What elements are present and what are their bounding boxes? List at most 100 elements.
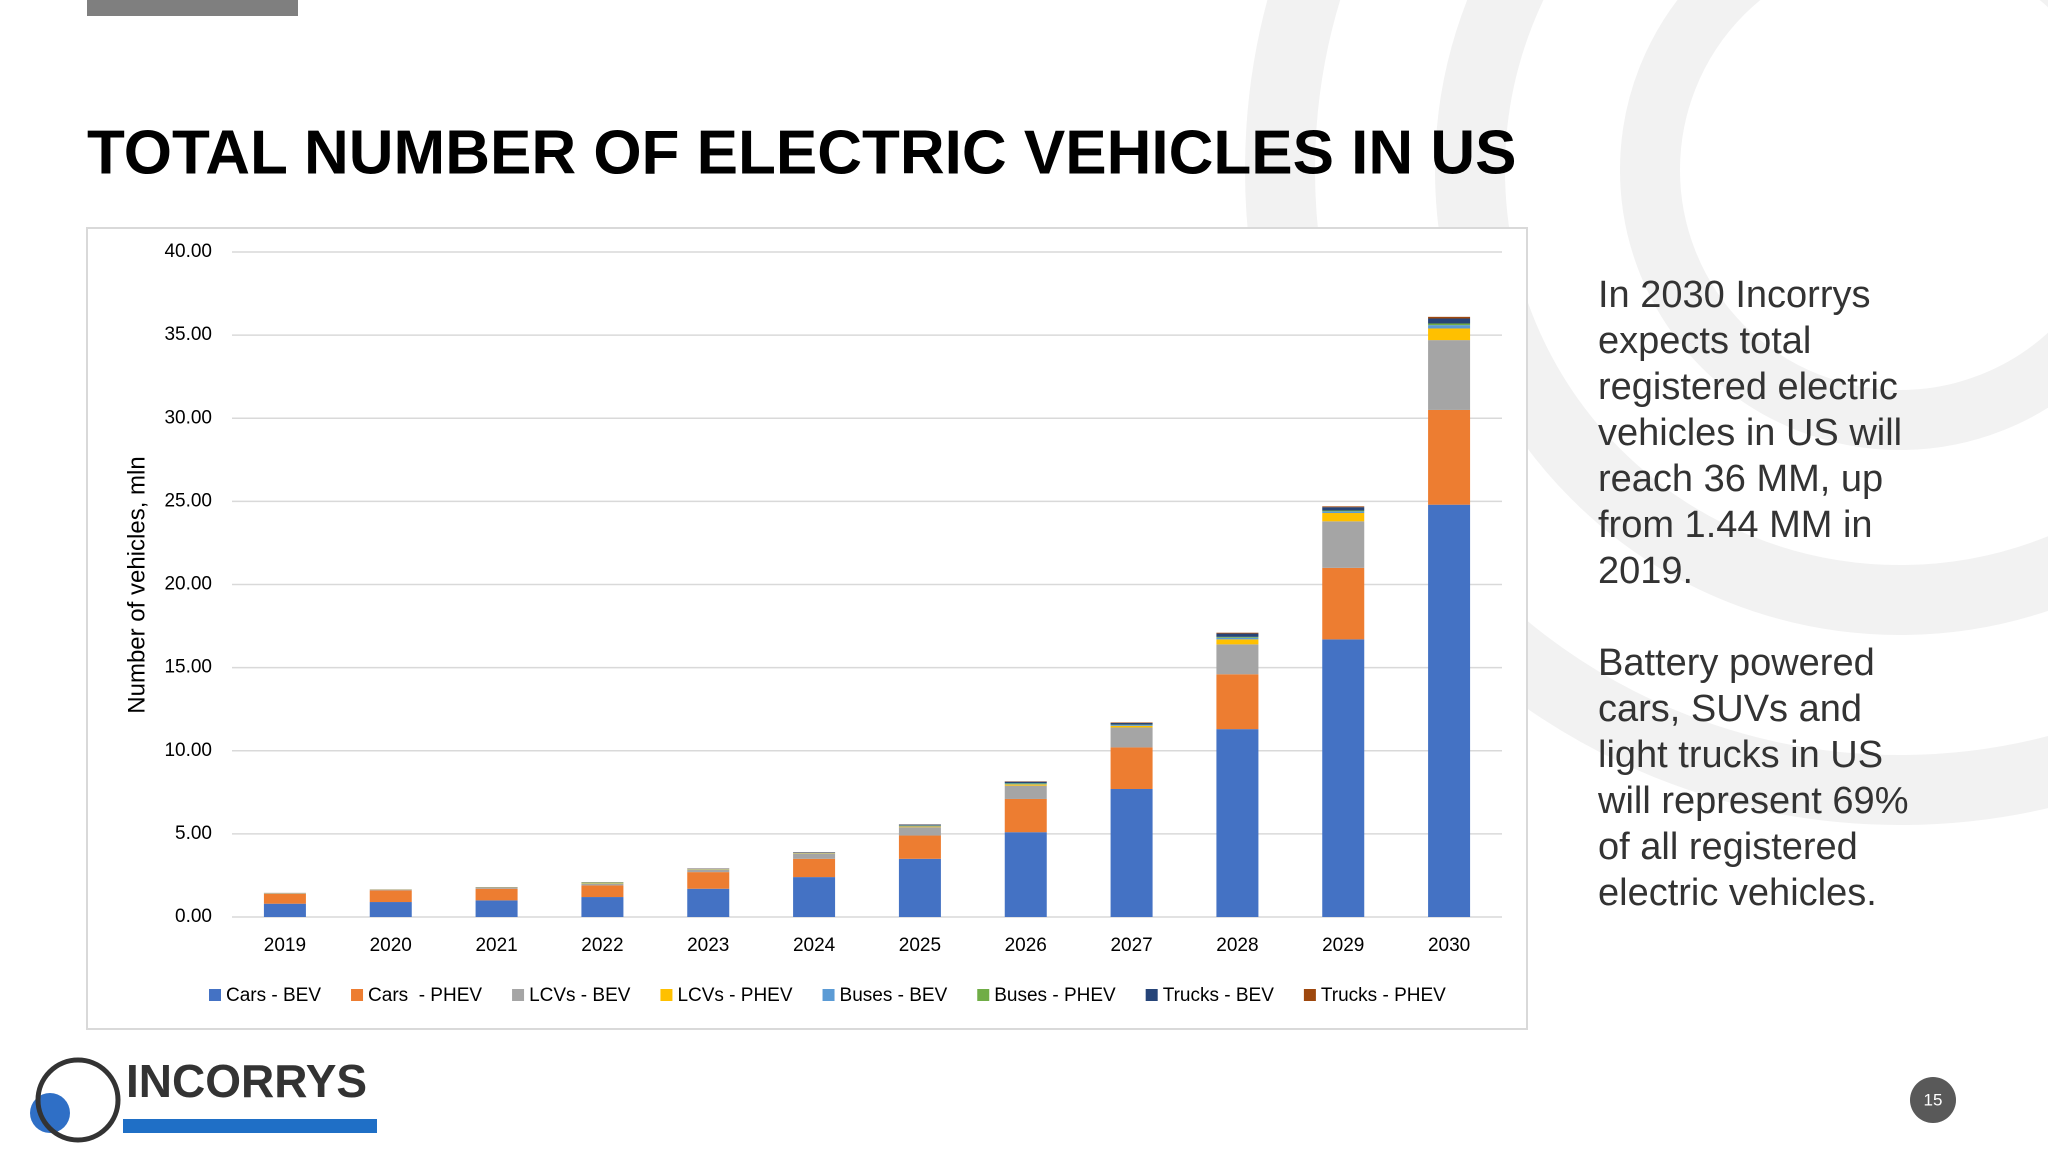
x-tick-label: 2023 xyxy=(687,935,729,956)
logo-text: INCORRYS xyxy=(126,1055,367,1107)
x-tick-label: 2030 xyxy=(1428,935,1470,956)
y-axis-label: Number of vehicles, mln xyxy=(123,456,150,713)
bar-segment xyxy=(1110,722,1153,725)
bar-segment xyxy=(1322,521,1365,568)
bar-segment xyxy=(1428,318,1471,324)
legend-label: LCVs - BEV xyxy=(529,985,631,1006)
legend-label: Buses - PHEV xyxy=(994,985,1116,1006)
bar-segment xyxy=(1428,340,1471,410)
x-tick-label: 2025 xyxy=(899,935,941,956)
sidebar-line: Battery powered xyxy=(1598,642,1875,684)
sidebar-line: In 2030 Incorrys xyxy=(1598,274,1871,316)
x-tick-label: 2021 xyxy=(475,935,517,956)
logo-bar xyxy=(123,1119,377,1133)
sidebar-line: registered electric xyxy=(1598,366,1898,408)
bar-segment xyxy=(1322,639,1365,917)
sidebar-line: expects total xyxy=(1598,320,1812,362)
bar-segment xyxy=(1110,725,1153,728)
bar-segment xyxy=(1322,506,1365,508)
x-tick-label: 2027 xyxy=(1110,935,1152,956)
x-tick-label: 2024 xyxy=(793,935,836,956)
bar-segment xyxy=(793,858,836,878)
legend-label: Buses - BEV xyxy=(840,985,948,1006)
x-tick-label: 2019 xyxy=(264,935,306,956)
bar-segment xyxy=(793,853,836,859)
bar-segment xyxy=(1428,504,1471,917)
bar-segment xyxy=(1216,633,1259,637)
legend-label: Cars - BEV xyxy=(226,985,321,1006)
bar-segment xyxy=(1004,783,1047,785)
bar-segment xyxy=(1004,781,1047,784)
sidebar: In 2030 Incorrys expects total registered … xyxy=(1598,272,1908,962)
sidebar-line: reach 36 MM, up xyxy=(1598,458,1884,500)
bar-segment xyxy=(1428,323,1471,326)
bar-segment xyxy=(581,897,624,917)
bar-segment xyxy=(687,872,730,889)
page-number: 15 xyxy=(1924,1090,1943,1109)
x-tick-label: 2022 xyxy=(581,935,623,956)
sidebar-line: will represent 69% xyxy=(1598,780,1909,822)
y-tick-label: 35.00 xyxy=(164,324,212,345)
y-tick-label: 40.00 xyxy=(164,241,212,262)
bar-segment xyxy=(1428,409,1471,505)
bar-segment xyxy=(1004,832,1047,917)
legend-swatch xyxy=(1303,989,1316,1001)
background-decoration xyxy=(1245,0,2048,825)
bar-segment xyxy=(1110,724,1153,726)
sidebar-line: of all registered xyxy=(1598,826,1858,868)
bar-segment xyxy=(581,885,624,898)
sidebar-line: light trucks in US xyxy=(1598,734,1884,776)
bar-segment xyxy=(1110,727,1153,748)
bar-segment xyxy=(475,887,518,889)
bar-segment xyxy=(1216,636,1259,638)
bar-segment xyxy=(1004,784,1047,786)
legend-label: LCVs - PHEV xyxy=(677,985,792,1006)
bar-segment xyxy=(1322,510,1365,512)
bar-segment xyxy=(1322,567,1365,640)
bar-segment xyxy=(1110,747,1153,789)
bar-segment xyxy=(898,825,941,827)
y-tick-label: 0.00 xyxy=(175,906,212,927)
bar-segment xyxy=(1322,507,1365,511)
bar-segment xyxy=(898,826,941,828)
legend-swatch xyxy=(977,989,990,1001)
y-tick-label: 20.00 xyxy=(164,574,212,595)
page-badge xyxy=(1910,1077,1956,1123)
logo: INCORRYS xyxy=(30,1055,377,1143)
legend-swatch xyxy=(351,989,364,1001)
legend-swatch xyxy=(512,989,525,1001)
bar-segment xyxy=(1216,637,1259,640)
bar-segment xyxy=(1216,644,1259,675)
bar-segment xyxy=(369,890,412,903)
x-tick-label: 2028 xyxy=(1216,935,1258,956)
sidebar-line: vehicles in US will xyxy=(1598,412,1903,454)
bar-segment xyxy=(1004,798,1047,833)
bar-segment xyxy=(1428,325,1471,329)
bar-segment xyxy=(793,877,836,917)
chart: 0.00 5.00 10.00 15.00 20.00 25.00 30.00 35.00 40… xyxy=(164,241,1502,1006)
legend-swatch xyxy=(1145,989,1158,1001)
bar-segment xyxy=(369,902,412,917)
logo-mark xyxy=(35,1057,121,1143)
bar-segment xyxy=(475,900,518,917)
legend-swatch xyxy=(822,989,835,1001)
sidebar-paragraph: In 2030 Incorrys expects total registered … xyxy=(1598,272,1908,594)
bar-segment xyxy=(1216,729,1259,917)
legend-label: Trucks - BEV xyxy=(1163,985,1275,1006)
slide-title: TOTAL NUMBER OF ELECTRIC VEHICLES IN US xyxy=(87,118,1517,187)
deco-arc xyxy=(1620,0,2048,450)
sidebar-line: cars, SUVs and xyxy=(1598,688,1862,730)
sidebar-line: from 1.44 MM in xyxy=(1598,504,1873,546)
top-bar xyxy=(87,0,298,16)
sidebar-paragraph: Battery powered cars, SUVs and light truck… xyxy=(1598,640,1908,916)
x-tick-label: 2020 xyxy=(370,935,412,956)
bar-segment xyxy=(898,824,941,826)
legend-swatch xyxy=(660,989,673,1001)
bar-segment xyxy=(687,869,730,873)
sidebar-line: 2019. xyxy=(1598,550,1694,592)
bar-segment xyxy=(687,888,730,917)
bar-segment xyxy=(898,827,941,836)
bar-segment xyxy=(263,903,306,917)
